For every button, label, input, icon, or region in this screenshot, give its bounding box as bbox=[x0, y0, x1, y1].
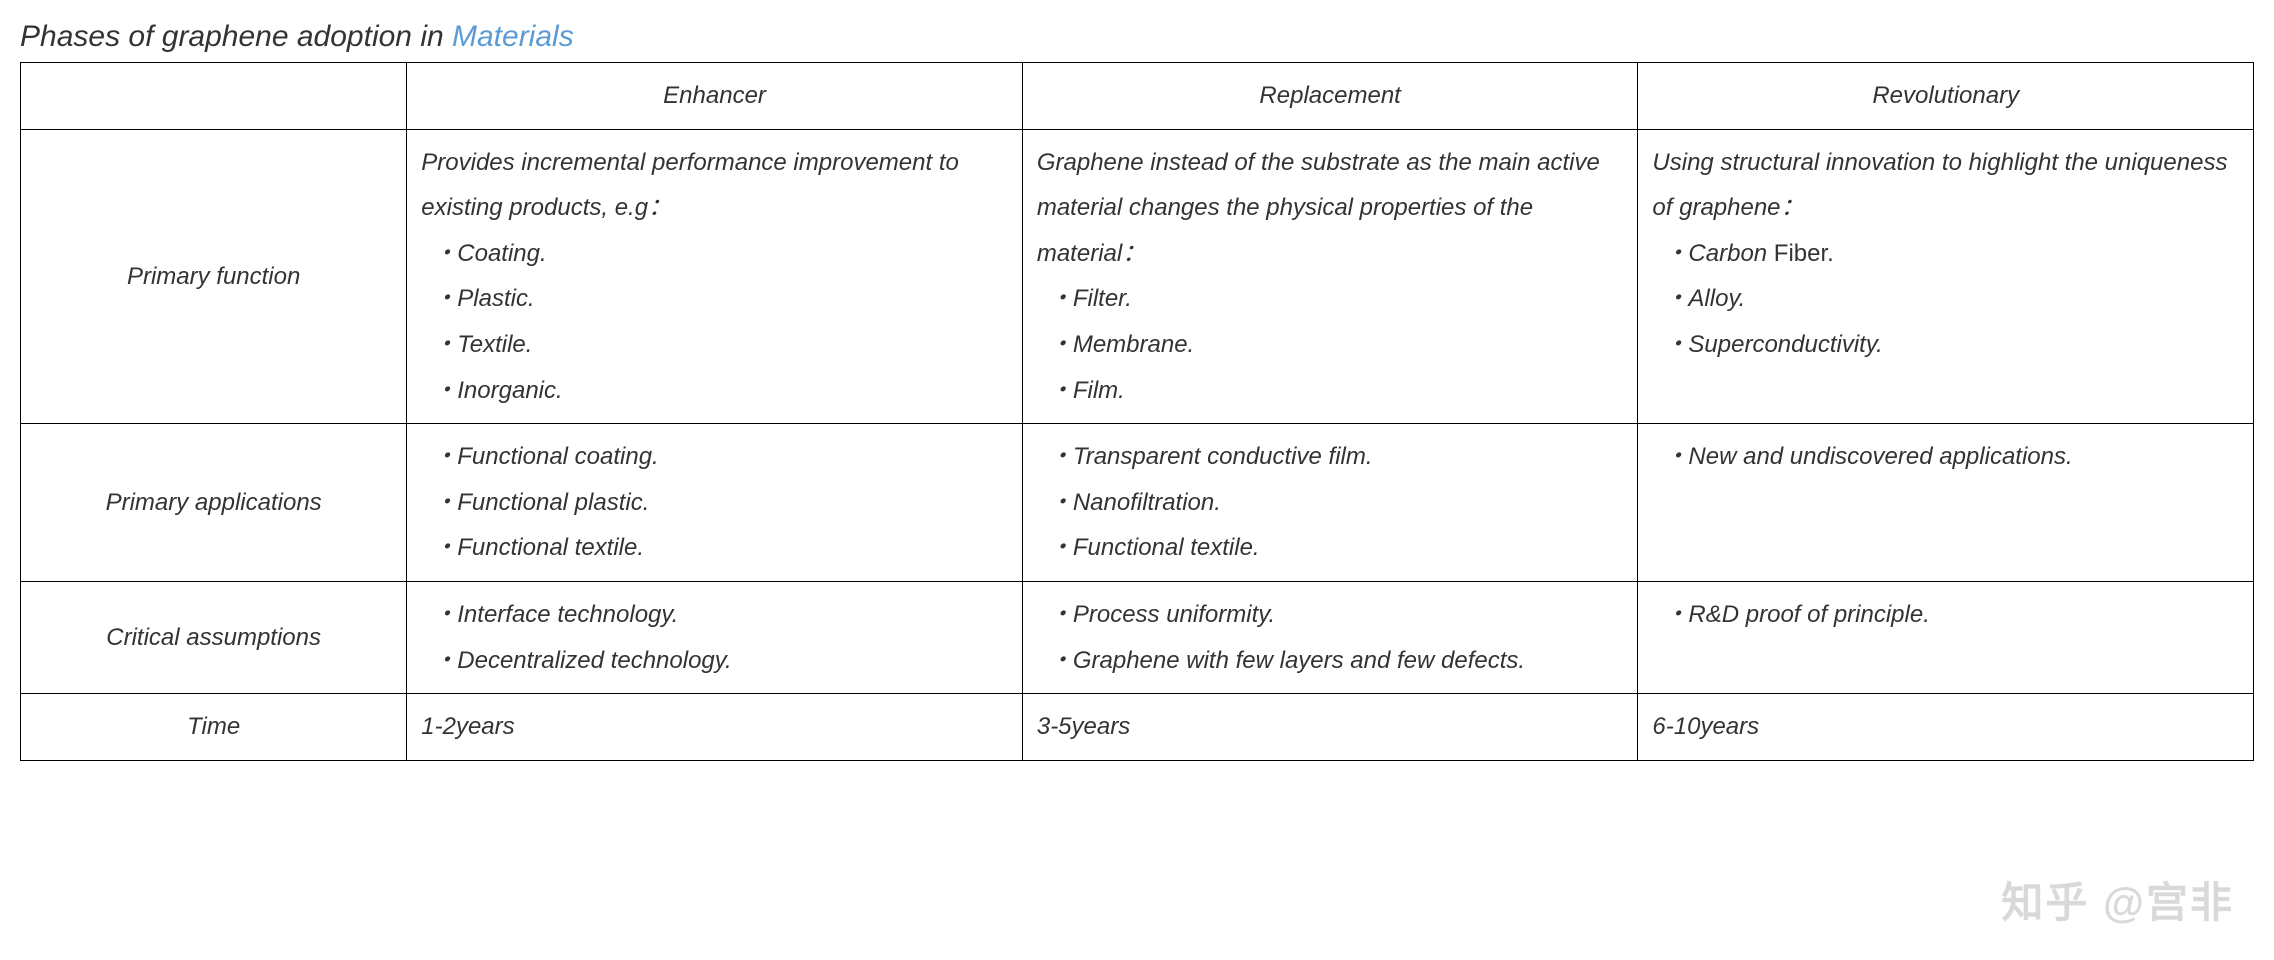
row-label: Critical assumptions bbox=[21, 581, 407, 693]
bullet: ・Functional textile. bbox=[421, 525, 1008, 571]
cell-replacement: Graphene instead of the substrate as the… bbox=[1022, 129, 1638, 424]
col-replacement: Replacement bbox=[1022, 63, 1638, 130]
bullet: ・Superconductivity. bbox=[1652, 322, 2239, 368]
cell-enhancer: 1-2years bbox=[407, 694, 1023, 761]
bullet: ・Carbon Fiber. bbox=[1652, 231, 2239, 277]
adoption-table: Enhancer Replacement Revolutionary Prima… bbox=[20, 62, 2254, 761]
cell-enhancer: ・Interface technology. ・Decentralized te… bbox=[407, 581, 1023, 693]
cell-replacement: 3-5years bbox=[1022, 694, 1638, 761]
row-primary-function: Primary function Provides incremental pe… bbox=[21, 129, 2254, 424]
row-label: Primary function bbox=[21, 129, 407, 424]
bullet: ・Graphene with few layers and few defect… bbox=[1037, 638, 1624, 684]
title-prefix: Phases of graphene adoption in bbox=[20, 20, 452, 53]
bullet: ・Functional textile. bbox=[1037, 525, 1624, 571]
watermark: 知乎 @宫非 bbox=[2001, 869, 2234, 930]
cell-enhancer: Provides incremental performance improve… bbox=[407, 129, 1023, 424]
cell-enhancer: ・Functional coating. ・Functional plastic… bbox=[407, 424, 1023, 582]
cell-intro: Graphene instead of the substrate as the… bbox=[1037, 149, 1600, 267]
cell-intro: Provides incremental performance improve… bbox=[421, 149, 959, 222]
row-label: Primary applications bbox=[21, 424, 407, 582]
bullet: ・Coating. bbox=[421, 231, 1008, 277]
col-enhancer: Enhancer bbox=[407, 63, 1023, 130]
page-title: Phases of graphene adoption in Materials bbox=[20, 20, 2254, 54]
bullet: ・Alloy. bbox=[1652, 276, 2239, 322]
cell-intro: Using structural innovation to highlight… bbox=[1652, 149, 2227, 222]
bullet: ・Textile. bbox=[421, 322, 1008, 368]
bullet: ・Interface technology. bbox=[421, 592, 1008, 638]
bullet: ・Membrane. bbox=[1037, 322, 1624, 368]
bullet: ・Nanofiltration. bbox=[1037, 480, 1624, 526]
bullet: ・Film. bbox=[1037, 368, 1624, 414]
bullet: ・Plastic. bbox=[421, 276, 1008, 322]
bullet: ・Decentralized technology. bbox=[421, 638, 1008, 684]
bullet: ・Filter. bbox=[1037, 276, 1624, 322]
cell-replacement: ・Process uniformity. ・Graphene with few … bbox=[1022, 581, 1638, 693]
row-label: Time bbox=[21, 694, 407, 761]
row-time: Time 1-2years 3-5years 6-10years bbox=[21, 694, 2254, 761]
cell-revolutionary: 6-10years bbox=[1638, 694, 2254, 761]
cell-replacement: ・Transparent conductive film. ・Nanofiltr… bbox=[1022, 424, 1638, 582]
bullet: ・Functional plastic. bbox=[421, 480, 1008, 526]
bullet: ・R&D proof of principle. bbox=[1652, 592, 2239, 638]
bullet: ・Process uniformity. bbox=[1037, 592, 1624, 638]
cell-revolutionary: ・R&D proof of principle. bbox=[1638, 581, 2254, 693]
bullet: ・Functional coating. bbox=[421, 434, 1008, 480]
cell-revolutionary: ・New and undiscovered applications. bbox=[1638, 424, 2254, 582]
title-highlight: Materials bbox=[452, 20, 574, 53]
row-primary-applications: Primary applications ・Functional coating… bbox=[21, 424, 2254, 582]
table-header-row: Enhancer Replacement Revolutionary bbox=[21, 63, 2254, 130]
row-critical-assumptions: Critical assumptions ・Interface technolo… bbox=[21, 581, 2254, 693]
col-blank bbox=[21, 63, 407, 130]
col-revolutionary: Revolutionary bbox=[1638, 63, 2254, 130]
bullet: ・Transparent conductive film. bbox=[1037, 434, 1624, 480]
cell-revolutionary: Using structural innovation to highlight… bbox=[1638, 129, 2254, 424]
bullet: ・New and undiscovered applications. bbox=[1652, 434, 2239, 480]
bullet: ・Inorganic. bbox=[421, 368, 1008, 414]
